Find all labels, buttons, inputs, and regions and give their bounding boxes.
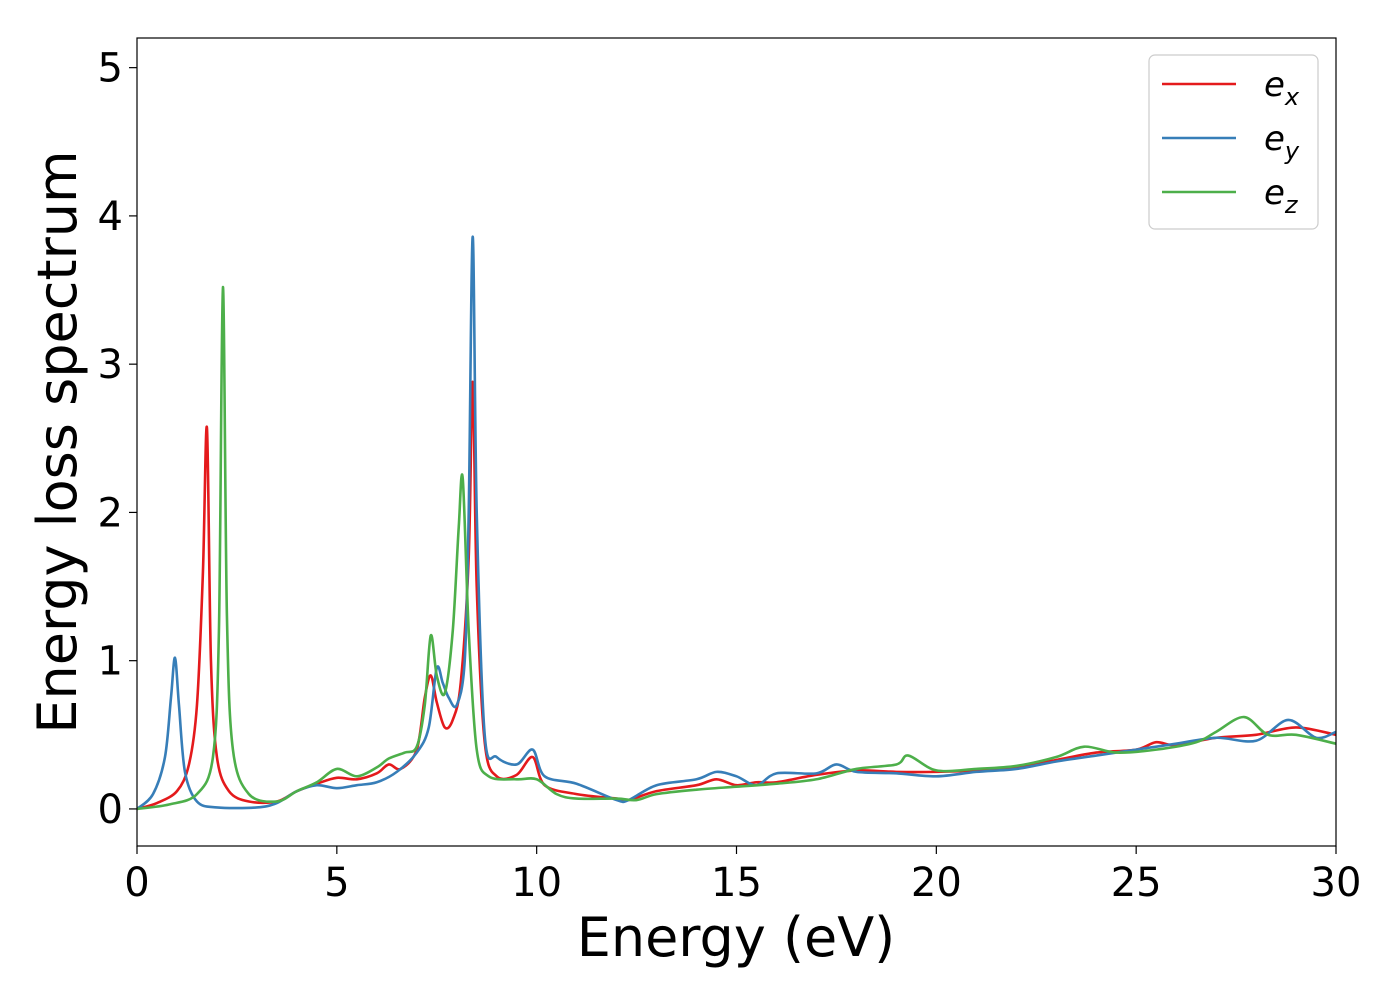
- x-axis: 0 5 10 15 20 25 30: [124, 846, 1361, 906]
- x-tick-label: 15: [711, 860, 762, 906]
- legend-label-subscript: x: [1284, 83, 1300, 111]
- y-axis: 0 1 2 3 4 5: [98, 46, 137, 833]
- y-tick-label: 1: [98, 639, 123, 685]
- series-layer: [137, 235, 1336, 811]
- series-line-x: [137, 380, 1336, 811]
- legend-label-subscript: y: [1284, 137, 1300, 165]
- x-tick-label: 0: [124, 860, 149, 906]
- legend-label-z: ez: [1264, 173, 1299, 219]
- legend-label-base: e: [1264, 65, 1285, 105]
- y-tick-label: 0: [98, 787, 123, 833]
- legend-box: [1148, 54, 1319, 230]
- y-tick-label: 4: [98, 194, 123, 240]
- x-tick-label: 10: [511, 860, 562, 906]
- y-tick-label: 5: [98, 46, 123, 92]
- y-tick-label: 2: [98, 490, 123, 536]
- x-axis-title: Energy (eV): [577, 906, 896, 969]
- x-tick-label: 30: [1311, 860, 1362, 906]
- legend-label-x: ex: [1264, 65, 1300, 111]
- series-line-z: [137, 285, 1336, 811]
- legend-label-base: e: [1264, 173, 1285, 213]
- x-tick-label: 5: [324, 860, 349, 906]
- legend-label-subscript: z: [1284, 191, 1299, 219]
- x-tick-label: 25: [1111, 860, 1162, 906]
- legend-label-y: ey: [1264, 119, 1300, 165]
- y-tick-label: 3: [98, 342, 123, 388]
- series-line-y: [137, 235, 1336, 810]
- y-axis-title: Energy loss spectrum: [26, 150, 89, 733]
- x-tick-label: 20: [911, 860, 962, 906]
- legend-label-base: e: [1264, 119, 1285, 159]
